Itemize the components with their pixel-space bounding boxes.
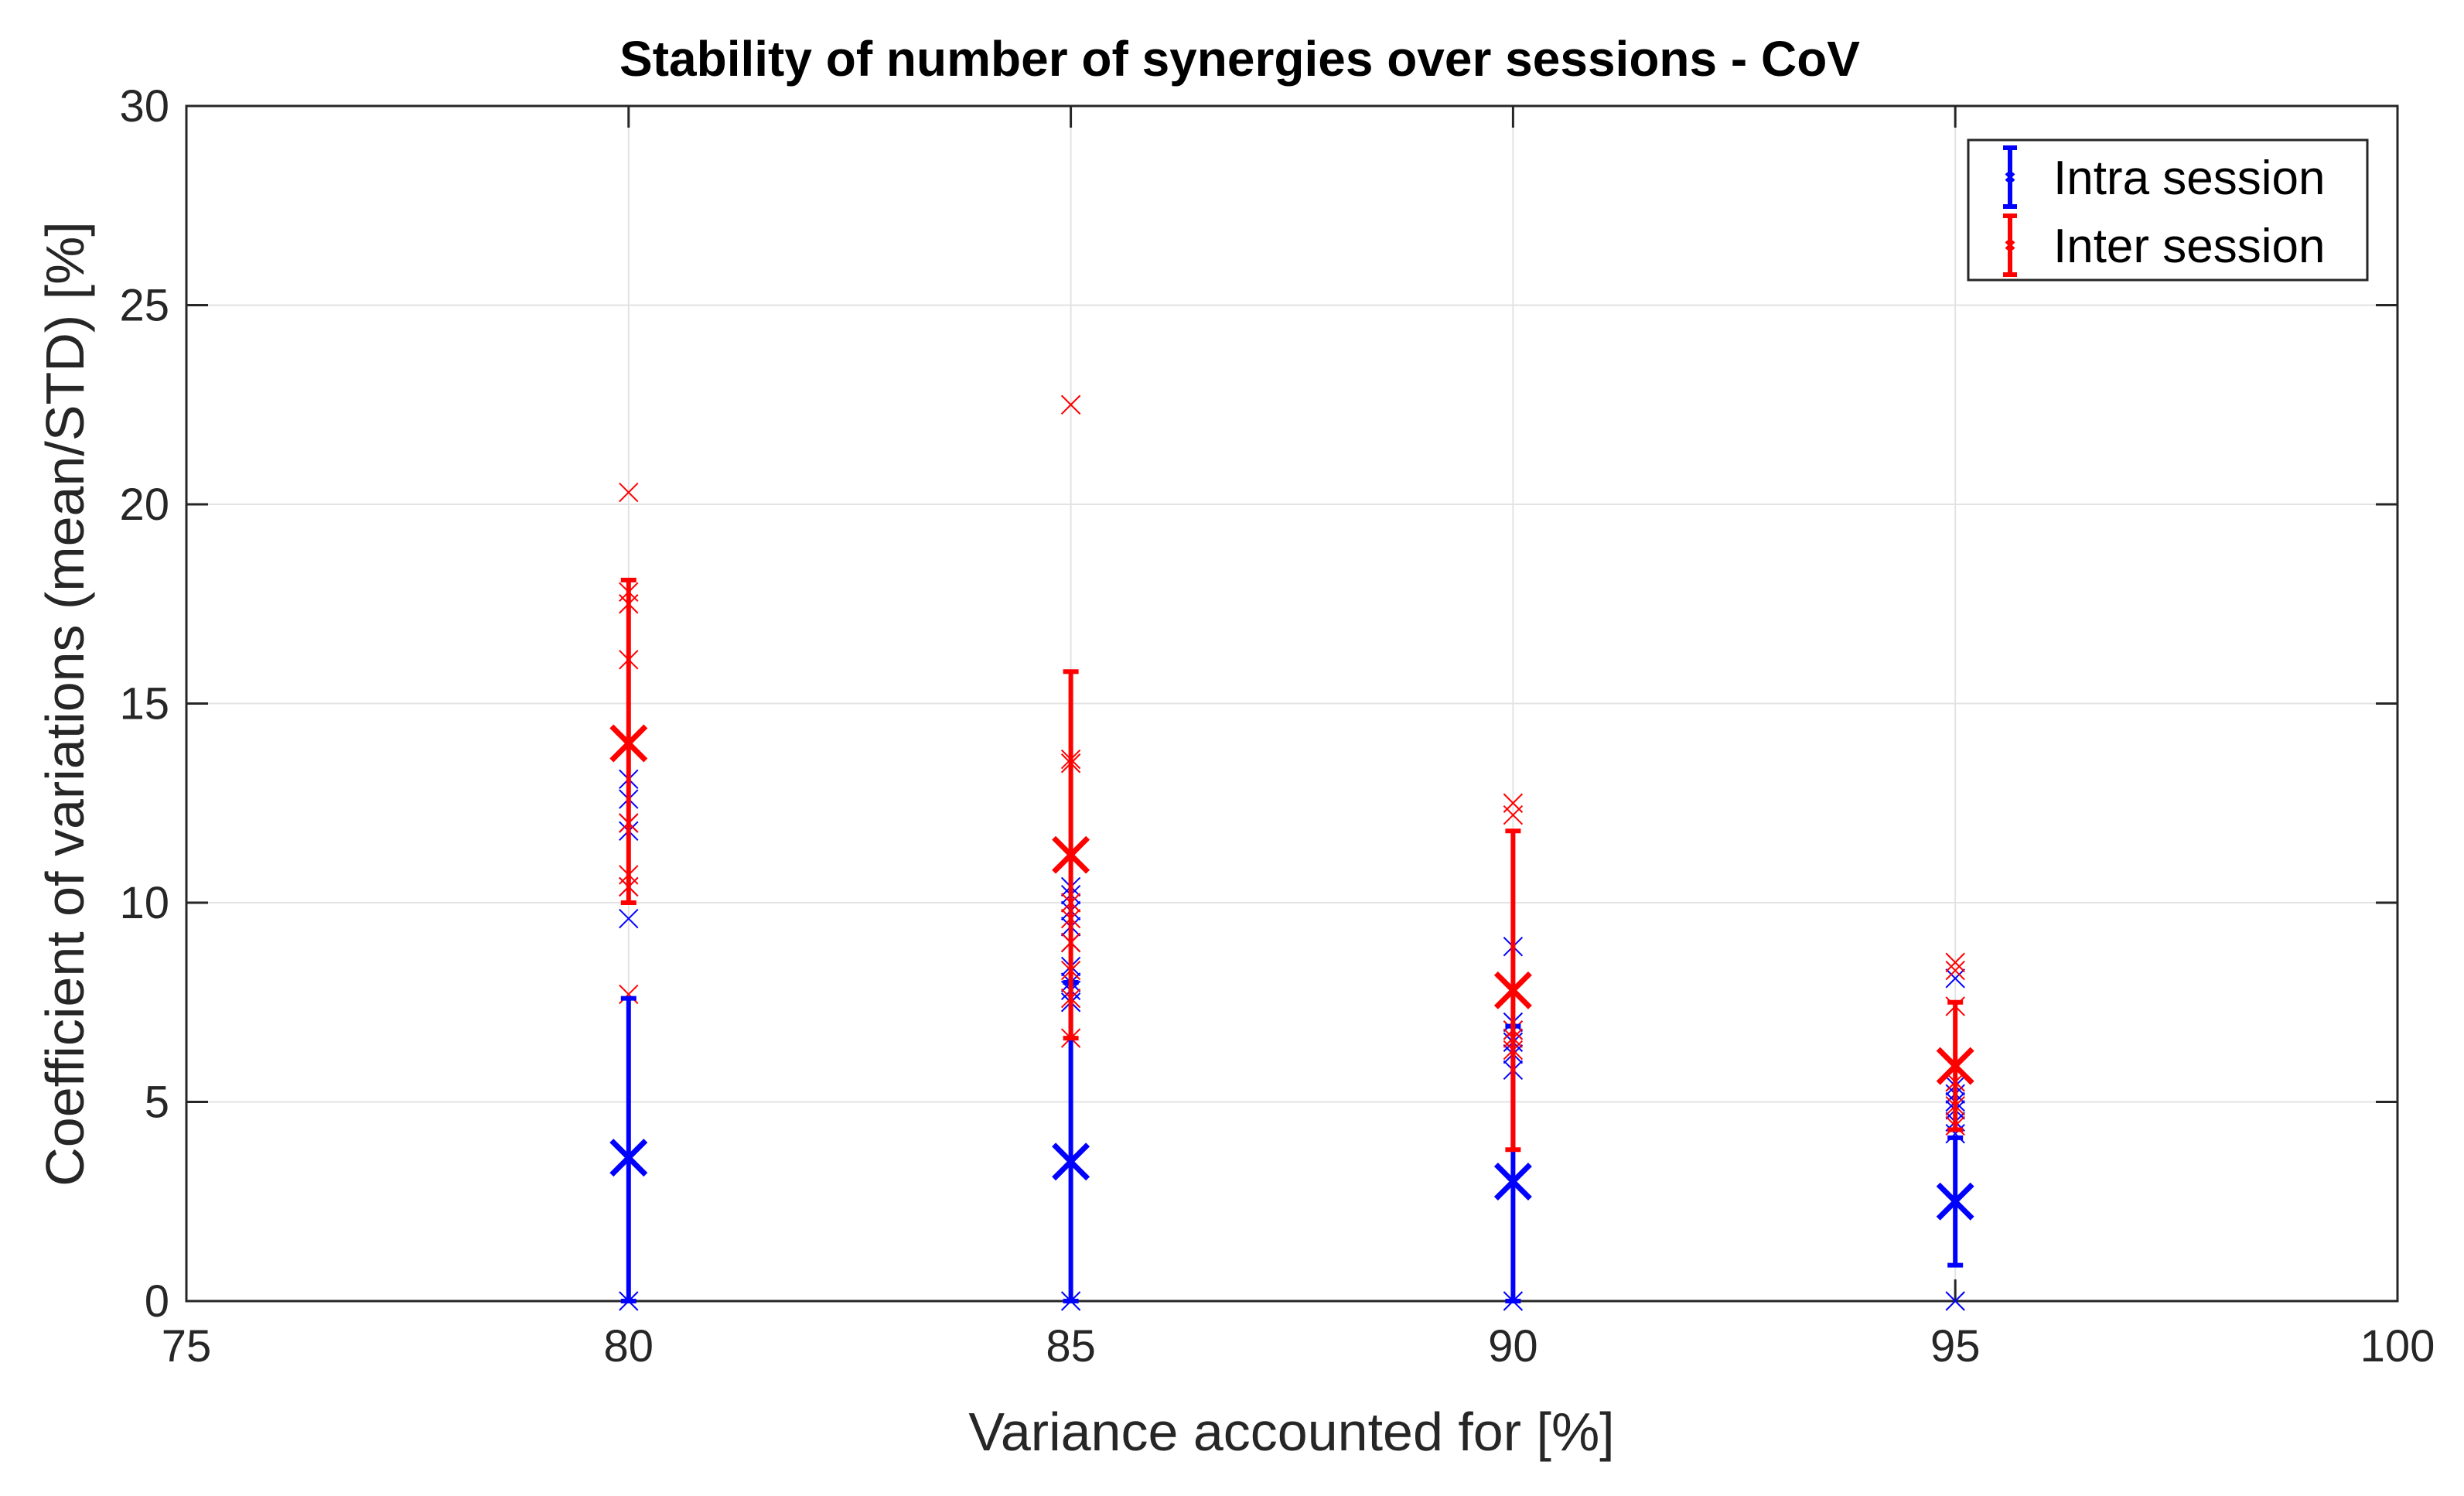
legend-box	[1967, 138, 2369, 282]
y-tick-label: 0	[145, 1276, 169, 1327]
y-tick-label: 5	[145, 1078, 169, 1128]
intra-data-point	[619, 908, 639, 929]
errorbar-layer	[620, 577, 1964, 1303]
grid-layer	[186, 105, 2398, 1302]
legend-symbol-inter	[2003, 213, 2017, 277]
inter-mean-marker	[1936, 1047, 1974, 1085]
x-tick-label: 85	[1046, 1321, 1096, 1371]
points-layer	[619, 394, 1965, 1311]
tick-layer: 75 80 85 90 95 100 0 5 10 15 20 25 30	[119, 81, 2435, 1371]
inter-data-point	[1945, 960, 1965, 981]
y-tick-label: 25	[119, 281, 169, 331]
inter-mean-marker	[609, 724, 648, 763]
y-tick-label: 30	[119, 81, 169, 131]
inter-mean-marker	[1052, 835, 1090, 874]
legend-symbol-intra	[2003, 145, 2017, 209]
x-tick-label: 90	[1488, 1321, 1538, 1371]
legend-label-inter: Inter session	[2053, 220, 2326, 273]
intra-mean-marker	[1052, 1142, 1090, 1181]
x-tick-label: 80	[604, 1321, 654, 1371]
intra-error-bar	[620, 996, 636, 1303]
inter-data-point	[1945, 952, 1965, 972]
intra-mean-marker	[609, 1139, 648, 1177]
x-tick-label: 95	[1930, 1321, 1981, 1371]
chart-title: Stability of number of synergies over se…	[619, 31, 1860, 87]
inter-mean-marker	[1493, 971, 1532, 1009]
intra-mean-marker	[1936, 1182, 1974, 1221]
mean-layer	[609, 724, 1974, 1221]
legend: Intra session Inter session	[1967, 138, 2369, 282]
inter-data-point	[1060, 394, 1081, 415]
y-tick-label: 20	[119, 480, 169, 530]
y-tick-label: 15	[119, 679, 169, 729]
intra-data-point	[1945, 968, 1965, 989]
inter-data-point	[1503, 793, 1524, 813]
y-tick-label: 10	[119, 878, 169, 928]
intra-data-point	[1945, 1291, 1965, 1311]
x-tick-label: 75	[162, 1321, 212, 1371]
intra-mean-marker	[1493, 1163, 1532, 1201]
x-tick-label: 100	[2360, 1321, 2435, 1371]
x-axis-label: Variance accounted for [%]	[968, 1402, 1614, 1462]
legend-label-intra: Intra session	[2053, 152, 2326, 205]
inter-data-point	[619, 482, 639, 503]
y-axis-label: Coefficient of variations (mean/STD) [%]	[35, 221, 95, 1187]
